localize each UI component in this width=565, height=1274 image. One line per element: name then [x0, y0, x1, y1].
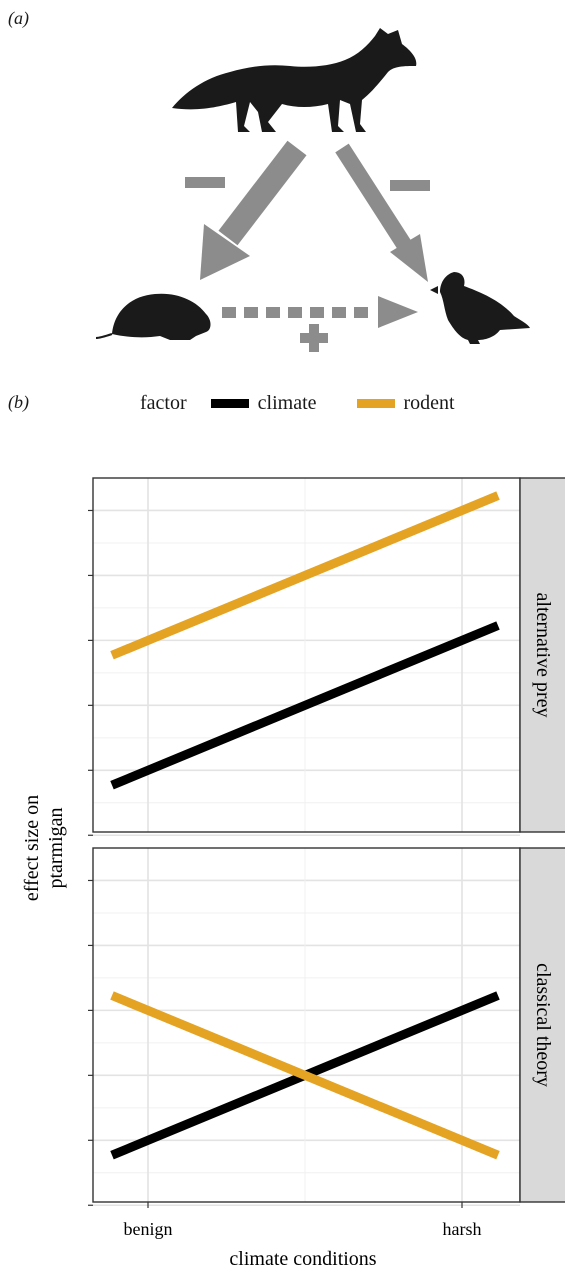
fox-icon: [172, 28, 417, 132]
legend-label-rodent: rodent: [403, 392, 455, 414]
fox-to-ptarmigan-arrow: [335, 143, 428, 282]
food-web-diagram: [95, 28, 530, 352]
facet-strip-label: classical theory: [532, 963, 554, 1087]
series-line-rodent: [110, 991, 500, 1160]
minus-icon: [390, 180, 430, 191]
x-tick-label-benign: benign: [124, 1219, 173, 1239]
legend-title: factor: [140, 392, 187, 414]
fox-to-rodent-arrow: [200, 140, 307, 280]
y-axis-title-line2: ptarmigan: [45, 807, 67, 888]
series-line-rodent: [110, 491, 500, 660]
y-axis-title-line1: effect size on: [21, 795, 43, 901]
rodent-to-ptarmigan-arrow: [222, 296, 418, 328]
x-axis-title: climate conditions: [229, 1248, 376, 1270]
plus-icon: [300, 324, 328, 352]
panel-border: [92, 847, 521, 1203]
x-tick-label-harsh: harsh: [443, 1219, 482, 1239]
facet-panel: classical theory: [88, 847, 565, 1207]
legend-swatch-rodent: [356, 399, 395, 408]
minus-icon: [185, 177, 225, 188]
vole-icon: [95, 293, 211, 340]
panel-a-label: (a): [8, 8, 29, 28]
ptarmigan-icon: [430, 272, 530, 344]
series-line-climate: [110, 621, 500, 790]
facet-strip: [519, 477, 565, 833]
facet-strip: [519, 847, 565, 1203]
legend-label-climate: climate: [257, 392, 317, 414]
panel-b-label: (b): [8, 392, 29, 412]
facet-strip-label: alternative prey: [532, 593, 554, 718]
facet-panel: alternative prey: [88, 477, 565, 837]
legend-item-climate: climate: [210, 392, 317, 415]
legend: factor climate rodent: [140, 392, 495, 415]
panel-border: [92, 477, 521, 833]
legend-swatch-climate: [210, 399, 249, 408]
legend-item-rodent: rodent: [356, 392, 455, 415]
